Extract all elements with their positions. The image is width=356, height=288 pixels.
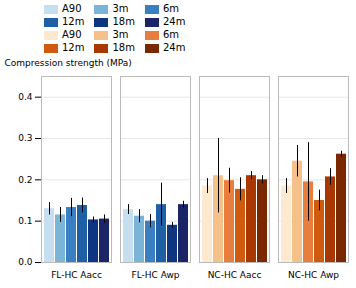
- svg-text:0.0: 0.0: [18, 257, 33, 267]
- html-text:6m: 6m: [162, 29, 179, 40]
- svg-text:FL-HC Aacc: FL-HC Aacc: [51, 270, 102, 280]
- html-text:3m: 3m: [112, 3, 129, 14]
- html-text:A90: A90: [62, 3, 82, 14]
- html-text:18m: 18m: [112, 16, 135, 27]
- html-text:12m: 12m: [62, 16, 85, 27]
- html-text:24m: 24m: [162, 16, 186, 27]
- html-text:24m: 24m: [162, 42, 186, 53]
- svg-text:NC-HC Awp: NC-HC Awp: [288, 270, 339, 280]
- svg-text:0.1: 0.1: [18, 216, 32, 226]
- svg-text:NC-HC Aacc: NC-HC Aacc: [208, 270, 262, 280]
- html-text:3m: 3m: [112, 29, 129, 40]
- svg-text:0.2: 0.2: [18, 175, 32, 185]
- svg-text:0.4: 0.4: [18, 92, 33, 102]
- html-text:18m: 18m: [112, 42, 135, 53]
- html-text:6m: 6m: [162, 3, 179, 14]
- svg-text:Compression strength (MPa): Compression strength (MPa): [5, 58, 132, 68]
- html-text:12m: 12m: [62, 42, 85, 53]
- svg-text:FL-HC Awp: FL-HC Awp: [131, 270, 179, 280]
- svg-text:0.3: 0.3: [18, 133, 32, 143]
- html-text:A90: A90: [62, 29, 82, 40]
